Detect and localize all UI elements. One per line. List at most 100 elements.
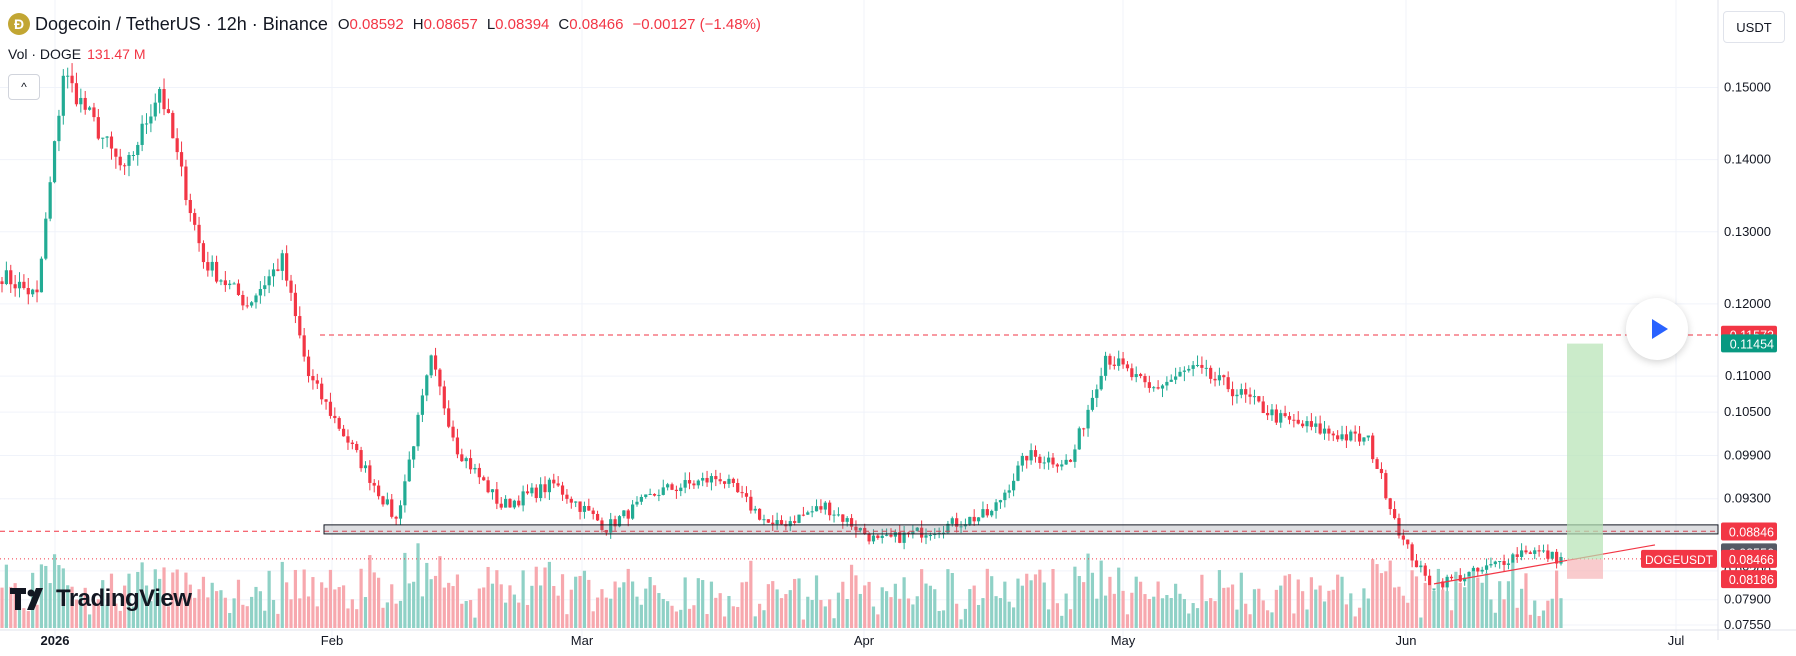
candle-body [455, 437, 460, 455]
candle-body [539, 484, 543, 499]
volume-bar [1217, 570, 1222, 628]
candle-body [1195, 364, 1200, 366]
collapse-legend-button[interactable]: ^ [8, 74, 40, 100]
candle-body [52, 141, 57, 183]
candle-body [1502, 561, 1506, 565]
volume-bar [447, 582, 451, 628]
candle-body [1388, 498, 1392, 510]
candle-body [814, 506, 819, 512]
candle-body [858, 527, 862, 531]
volume-bar [1550, 598, 1554, 628]
candle-body [762, 519, 766, 521]
candle-body [381, 496, 385, 505]
candle-body [1301, 423, 1305, 427]
time-tick-label: Jul [1668, 633, 1685, 648]
volume-bar [937, 611, 941, 628]
volume-bar [1292, 613, 1296, 628]
candle-body [534, 487, 538, 499]
candle-body [123, 165, 127, 167]
candle-body [1375, 459, 1379, 469]
candle-body [955, 518, 959, 527]
candle-body [1217, 375, 1222, 381]
candle-body [1322, 428, 1327, 434]
volume-bar [587, 579, 591, 628]
candle-body [1528, 552, 1532, 554]
volume-bar [333, 589, 337, 628]
candle-body [149, 116, 153, 124]
volume-bar [1555, 570, 1559, 628]
volume-bar [131, 606, 135, 628]
volume-legend[interactable]: Vol · DOGE 131.47 M [8, 46, 146, 62]
candle-body [758, 508, 762, 520]
volume-bar [525, 604, 530, 628]
candle-body [179, 152, 184, 167]
volume-bar [1476, 577, 1480, 628]
volume-bar [394, 603, 398, 628]
volume-bar [836, 592, 841, 628]
candle-body [1016, 465, 1020, 481]
candle-body [517, 500, 521, 506]
candle-body [911, 530, 915, 534]
volume-bar [670, 605, 674, 628]
tradingview-logo[interactable]: TradingView [10, 585, 192, 613]
candle-body [477, 467, 481, 478]
replay-play-button[interactable] [1626, 298, 1688, 360]
candle-body [1331, 433, 1335, 436]
candle-body [1419, 565, 1423, 568]
volume-bar [1178, 593, 1182, 628]
candle-body [920, 527, 924, 538]
volume-bar [127, 573, 131, 628]
candle-body [1138, 374, 1143, 377]
candle-body [44, 218, 48, 259]
volume-bar [346, 608, 350, 628]
ohlc-high-key: H [412, 15, 424, 33]
candle-body [1292, 419, 1296, 421]
volume-bar [1248, 614, 1252, 628]
candle-body [254, 295, 258, 303]
volume-bar [994, 596, 998, 628]
volume-bar [604, 597, 608, 628]
candle-body [464, 458, 468, 462]
volume-bar [565, 614, 569, 628]
symbol-title[interactable]: Dogecoin / TetherUS · 12h · Binance [35, 13, 328, 34]
candle-body [626, 510, 630, 519]
candle-body [214, 261, 219, 282]
candle-body [271, 269, 276, 277]
volume-bar [123, 585, 127, 628]
candle-body [201, 243, 206, 263]
time-tick-label: Feb [321, 633, 343, 648]
volume-bar [210, 582, 214, 628]
volume-bar [158, 578, 162, 628]
volume-bar [254, 586, 258, 628]
volume-bar [1134, 576, 1138, 628]
candle-body [1432, 588, 1436, 590]
volume-bar [385, 602, 389, 628]
volume-bar [1301, 591, 1305, 628]
volume-bar [429, 579, 433, 628]
candle-body [298, 316, 302, 336]
volume-bar [302, 569, 306, 628]
candle-body [1309, 421, 1313, 427]
tradingview-mark-icon [10, 588, 43, 610]
candle-body [171, 112, 175, 139]
currency-button[interactable]: USDT [1723, 11, 1785, 43]
candle-body [915, 527, 919, 531]
volume-bar [771, 581, 775, 628]
volume-bar [1279, 585, 1283, 628]
candle-body [609, 519, 613, 533]
volume-bar [832, 618, 836, 628]
volume-bar [1130, 592, 1134, 628]
candle-body [1506, 563, 1511, 565]
volume-bar [1327, 590, 1331, 628]
candle-body [1423, 565, 1427, 576]
candle-body [679, 487, 683, 492]
volume-bar [61, 568, 65, 628]
candle-body [1257, 396, 1261, 402]
volume-bar [1047, 609, 1051, 628]
candle-body [779, 520, 784, 525]
candle-body [622, 510, 626, 517]
candle-body [162, 89, 166, 110]
candle-body [1047, 457, 1051, 463]
price-tick-label: 0.13000 [1724, 224, 1771, 239]
